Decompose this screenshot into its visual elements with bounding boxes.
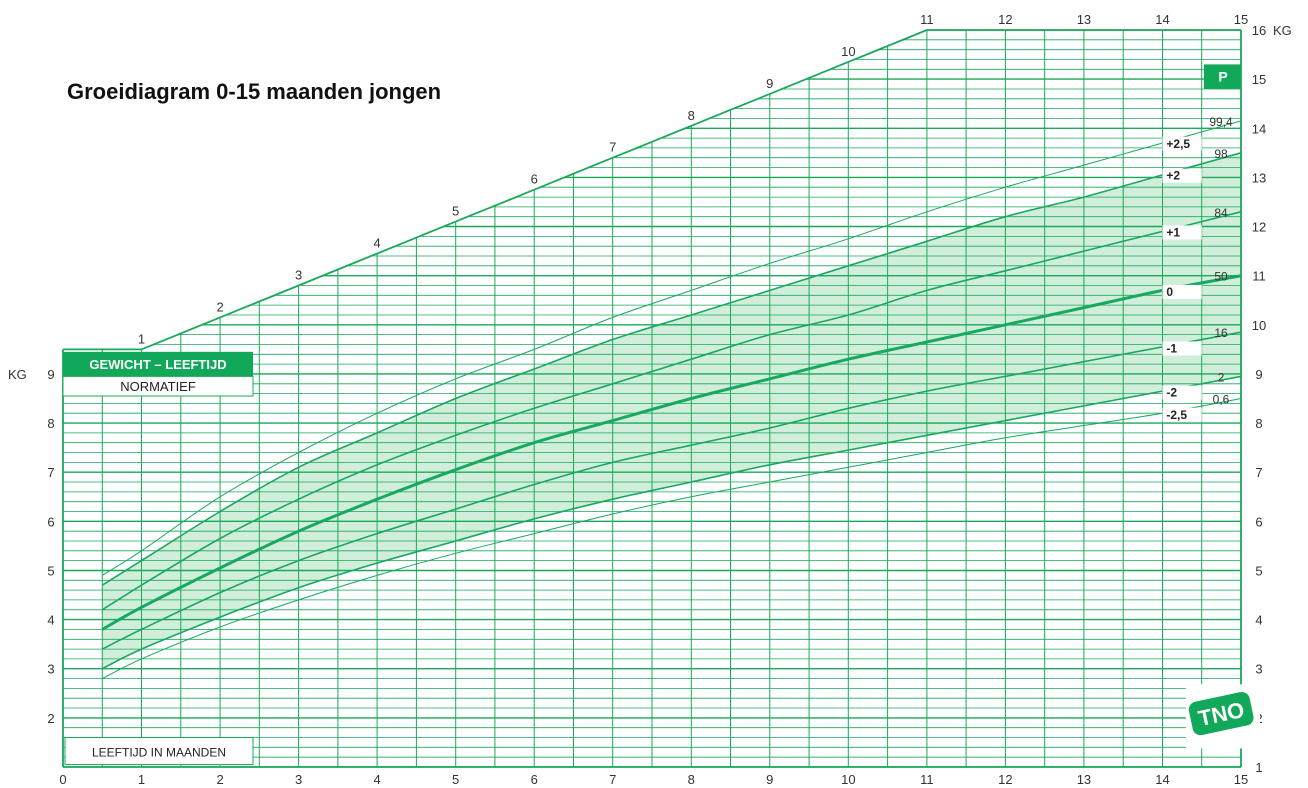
band-fill [102,152,1241,669]
sd-label: -1 [1166,341,1177,355]
badge-box [63,351,253,377]
x-tick-label: 7 [609,772,616,787]
upper-tick-label: 3 [295,267,302,282]
sd-label-bg [1162,385,1202,400]
percentile-label: 99,4 [1209,115,1233,129]
upper-tick-label: 8 [688,108,695,123]
sd-label-bg [1162,225,1202,240]
upper-tick-label: 7 [609,140,616,155]
chart-envelope [63,29,1241,351]
percentile-label: 16 [1214,326,1228,340]
upper-tick-label: 1 [138,331,145,346]
y-left-tick-label: 9 [47,367,54,382]
x-tick-label: 14 [1155,772,1169,787]
sd-label: 0 [1166,285,1173,299]
badge-subtitle: NORMATIEF [120,379,196,394]
x-tick-label: 5 [452,772,459,787]
x-tick-label: 6 [531,772,538,787]
y-left-tick-label: 7 [47,465,54,480]
y-right-tick-label: 7 [1255,465,1262,480]
upper-tick-label: 2 [216,299,223,314]
y-right-tick-label: 3 [1255,662,1262,677]
xlabel-box [64,737,254,766]
sd-label: +2 [1166,169,1180,183]
y-right-tick-label: 5 [1255,563,1262,578]
upper-tick-label: 14 [1155,12,1169,27]
series-line-minus25 [102,398,1241,680]
y-right-tick-label: 8 [1255,416,1262,431]
y-left-tick-label: 2 [47,711,54,726]
y-right-tick-label: 13 [1252,170,1266,185]
sd-label-bg [1162,284,1202,299]
sd-label: +2,5 [1166,137,1190,151]
upper-tick-label: 15 [1234,12,1248,27]
y-right-tick-label: 12 [1252,220,1266,235]
percentile-header: P [1218,69,1227,85]
series-line-plus25 [102,120,1241,576]
sd-label: -2,5 [1166,408,1187,422]
x-axis-label: LEEFTIJD IN MAANDEN [92,745,226,759]
x-tick-label: 4 [374,772,381,787]
sd-label-bg [1162,407,1202,422]
x-tick-label: 13 [1077,772,1091,787]
y-right-tick-label: 4 [1255,613,1262,628]
y-right-tick-label: 1 [1255,760,1262,775]
badge-title: GEWICHT – LEEFTIJD [89,357,226,372]
y-left-tick-label: 8 [47,416,54,431]
page-title: Groeidiagram 0-15 maanden jongen [67,79,442,104]
y-right-tick-label: 6 [1255,514,1262,529]
upper-tick-label: 4 [374,236,381,251]
percentile-label: 50 [1214,270,1228,284]
y-left-tick-label: 3 [47,662,54,677]
percentile-label: 84 [1214,206,1228,220]
x-tick-label: 0 [59,772,66,787]
upper-tick-label: 5 [452,204,459,219]
x-tick-label: 12 [998,772,1012,787]
y-left-tick-label: 5 [47,563,54,578]
x-tick-label: 15 [1234,772,1248,787]
y-right-tick-label: 11 [1252,269,1266,284]
sd-label-bg [1162,341,1202,356]
sd-label-bg [1162,168,1202,183]
y-right-unit: KG [1273,23,1292,38]
upper-tick-label: 13 [1077,12,1091,27]
upper-tick-label: 10 [841,44,855,59]
upper-tick-label: 11 [920,12,934,27]
x-tick-label: 8 [688,772,695,787]
x-tick-label: 3 [295,772,302,787]
y-right-tick-label: 16 [1252,23,1266,38]
tno-logo: TNO [1188,691,1254,736]
percentile-label: 2 [1218,370,1225,384]
percentile-header-box [1204,64,1241,89]
upper-tick-label: 9 [766,76,773,91]
y-left-unit: KG [8,367,27,382]
x-tick-label: 11 [920,772,934,787]
y-left-tick-label: 6 [47,514,54,529]
percentile-label: 98 [1214,147,1228,161]
series-line-minus2 [101,375,1241,670]
upper-tick-label: 6 [531,172,538,187]
percentile-label: 0,6 [1213,393,1230,407]
plot-area [63,30,1241,767]
series-line-0 [101,274,1241,631]
y-right-tick-label: 10 [1252,318,1266,333]
series-line-plus1 [101,211,1241,611]
sd-label-bg [1162,136,1202,151]
y-right-tick-label: 15 [1252,72,1266,87]
y-right-tick-label: 9 [1255,367,1262,382]
x-tick-label: 9 [766,772,773,787]
sd-label: +1 [1166,225,1180,239]
y-right-tick-label: 14 [1252,121,1266,136]
upper-tick-label: 12 [998,12,1012,27]
badge-subtitle-box [62,375,254,397]
sd-label: -2 [1166,386,1177,400]
x-tick-label: 2 [216,772,223,787]
y-left-tick-label: 4 [47,613,54,628]
series-line-plus2 [101,152,1241,586]
x-tick-label: 10 [841,772,855,787]
tno-logo-shape [1188,691,1254,736]
x-tick-label: 1 [138,772,145,787]
series-line-minus1 [101,331,1241,650]
